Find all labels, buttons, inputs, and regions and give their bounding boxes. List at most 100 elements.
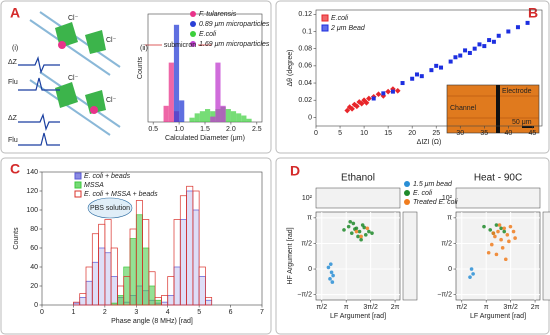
point xyxy=(499,226,503,231)
histogram-bar xyxy=(225,109,231,122)
x-tick-label: 25 xyxy=(432,130,440,137)
legend-label: E.coli xyxy=(331,15,349,22)
point xyxy=(477,42,482,47)
plot-frame xyxy=(315,9,543,127)
legend-label: 1.69 μm microparticles xyxy=(199,41,270,48)
point xyxy=(468,275,472,279)
histogram-bar xyxy=(154,297,162,306)
point xyxy=(328,277,332,281)
point xyxy=(370,231,374,235)
point xyxy=(349,231,354,235)
histogram-bar xyxy=(186,185,194,306)
x-tick-label: 2.5 xyxy=(252,126,262,133)
x-tick-label: 0.5 xyxy=(148,126,158,133)
x-axis-label: Calculated Diameter (μm) xyxy=(165,135,245,142)
x-tick-label: 5 xyxy=(197,309,201,316)
histogram-bar xyxy=(104,219,112,306)
x-tick-label: 4 xyxy=(166,309,170,316)
x-tick-label: 6 xyxy=(229,309,233,316)
x-tick-label: 3π/2 xyxy=(363,304,378,311)
point xyxy=(358,100,365,107)
marginal-tick-label: 10² xyxy=(302,195,313,202)
histogram-bar xyxy=(123,276,131,306)
panel-label: B xyxy=(528,5,538,21)
point xyxy=(488,228,493,232)
point xyxy=(472,46,477,51)
point xyxy=(363,99,370,106)
y-tick-label: −π/2 xyxy=(297,291,312,298)
histogram-bar xyxy=(173,219,181,306)
point xyxy=(503,257,508,262)
x-tick-label: 10 xyxy=(360,130,368,137)
legend-label: E. coli + MSSA + beads xyxy=(84,191,158,198)
y-tick-label: 0 xyxy=(308,266,312,273)
y-tick-label: 140 xyxy=(26,169,38,176)
annotation: ΔZ xyxy=(8,115,18,122)
point xyxy=(494,223,499,227)
point xyxy=(489,242,494,247)
histogram-bar xyxy=(161,295,169,306)
x-axis-label: LF Argument [rad] xyxy=(330,313,386,320)
annotation: ΔZ xyxy=(8,59,18,66)
histogram-bar xyxy=(205,109,211,122)
x-tick-label: 3 xyxy=(134,309,138,316)
x-tick-label: 1.0 xyxy=(174,126,184,133)
panel-frame xyxy=(0,157,272,335)
y-tick-label: 0.06 xyxy=(298,63,312,70)
schematic xyxy=(18,11,540,219)
point xyxy=(491,39,496,44)
plot-frame xyxy=(455,211,541,301)
y-tick-label: 0.08 xyxy=(298,46,312,53)
x-tick-label: 20 xyxy=(408,130,416,137)
y-tick-label: 0.1 xyxy=(302,28,312,35)
histogram-bar xyxy=(135,200,143,306)
panel-label: C xyxy=(10,161,20,177)
point xyxy=(482,224,486,229)
histogram-bar xyxy=(205,297,213,306)
inset-label: PBS solution xyxy=(90,205,130,212)
legend-swatch xyxy=(404,181,410,187)
histogram-bar xyxy=(110,247,118,306)
annotation: Flu xyxy=(8,137,18,144)
histogram-bar xyxy=(91,233,99,306)
point xyxy=(471,272,475,276)
legend-swatch xyxy=(190,11,196,17)
x-tick-label: 1.5 xyxy=(200,126,210,133)
histogram-bar xyxy=(192,190,200,306)
annotation: Cl⁻ xyxy=(106,97,117,104)
x-tick-label: 30 xyxy=(456,130,464,137)
point xyxy=(499,237,503,242)
y-tick-label: 0 xyxy=(308,114,312,121)
point xyxy=(367,229,371,234)
legend-label: 0.89 μm microparticles xyxy=(199,21,270,28)
marginal-frame xyxy=(455,187,541,209)
annotation: (ii) xyxy=(140,45,148,52)
x-axis-label: LF Argument [rad] xyxy=(470,313,526,320)
x-tick-label: 5 xyxy=(338,130,342,137)
histogram-bar xyxy=(148,271,156,306)
histogram-bar xyxy=(199,111,205,122)
point xyxy=(448,59,453,64)
point xyxy=(467,50,472,55)
point xyxy=(365,226,370,231)
point xyxy=(507,239,511,244)
point xyxy=(414,72,419,77)
inset-label: Electrode xyxy=(502,88,532,95)
point xyxy=(348,219,353,224)
point xyxy=(410,76,415,81)
y-tick-label: π/2 xyxy=(301,240,312,247)
point xyxy=(487,38,492,43)
histogram-bar xyxy=(215,62,221,122)
point xyxy=(354,229,359,234)
x-tick-label: 45 xyxy=(528,130,536,137)
y-axis-label: Δθ (degree) xyxy=(287,50,294,87)
x-axis-label: ΔIZI (Ω) xyxy=(417,139,442,146)
x-tick-label: 35 xyxy=(480,130,488,137)
point xyxy=(486,250,491,255)
histogram-bar xyxy=(79,293,87,306)
legend-swatch xyxy=(404,199,410,205)
inset-label: 50 μm xyxy=(512,119,532,126)
point xyxy=(346,224,351,229)
point xyxy=(328,262,333,266)
